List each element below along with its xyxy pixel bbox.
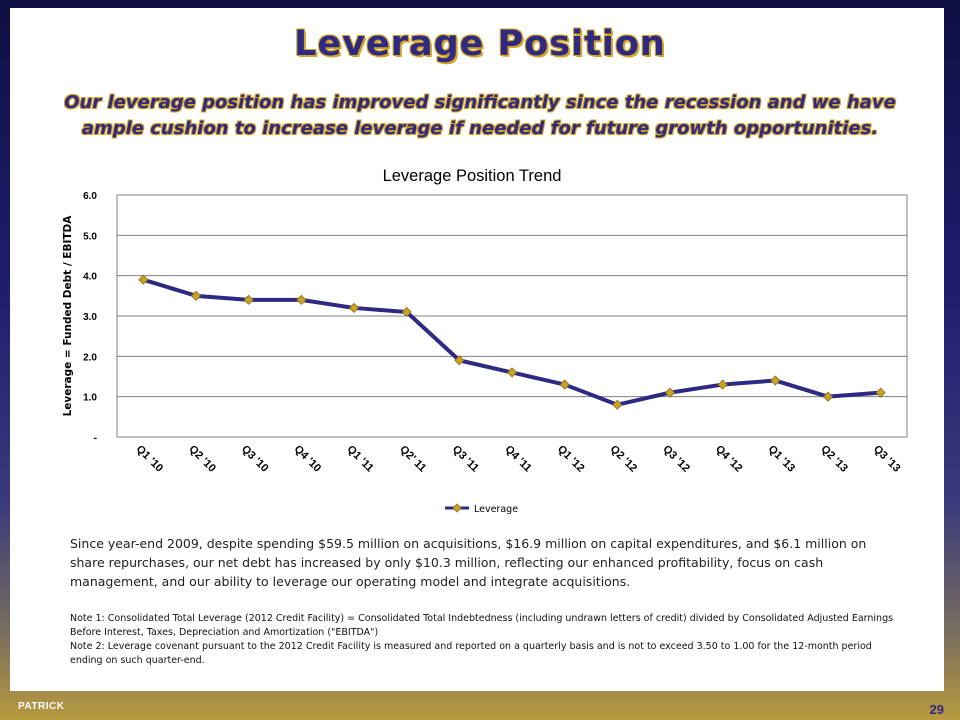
data-point-2 bbox=[243, 294, 254, 305]
data-point-10 bbox=[664, 387, 676, 398]
data-point-9 bbox=[612, 399, 623, 410]
data-point-13 bbox=[822, 391, 834, 402]
leverage-chart: Leverage Position Trend Leverage = Funde… bbox=[62, 167, 908, 515]
data-point-3 bbox=[296, 294, 307, 305]
y-tick-label-4: 4.0 bbox=[83, 272, 97, 283]
body-paragraph: Since year-end 2009, despite spending $5… bbox=[70, 536, 867, 589]
chart-title: Leverage Position Trend bbox=[383, 167, 562, 185]
slide-title: Leverage Position bbox=[294, 24, 666, 64]
x-tick-label-0: Q1 '10 bbox=[134, 443, 166, 475]
x-tick-label-9: Q2 '12 bbox=[608, 443, 640, 475]
x-tick-label-5: Q2' 11 bbox=[397, 443, 428, 474]
data-point-6 bbox=[454, 355, 465, 366]
y-tick-label-1: 1.0 bbox=[83, 393, 97, 404]
x-tick-label-10: Q3 '12 bbox=[660, 443, 692, 475]
x-tick-label-11: Q4 '12 bbox=[713, 443, 745, 475]
x-tick-label-3: Q4 '10 bbox=[292, 443, 324, 475]
data-point-12 bbox=[770, 375, 781, 386]
patrick-logo: PATRICK bbox=[18, 701, 65, 712]
data-point-8 bbox=[559, 379, 570, 390]
footnote-1: Note 1: Consolidated Total Leverage (201… bbox=[70, 613, 894, 638]
y-axis-label: Leverage = Funded Debt / EBITDA bbox=[62, 215, 74, 417]
plot-area-border bbox=[116, 194, 908, 438]
series-line-leverage bbox=[141, 277, 883, 407]
footnotes: Note 1: Consolidated Total Leverage (201… bbox=[70, 612, 900, 668]
data-point-0 bbox=[138, 274, 149, 285]
x-tick-label-7: Q4 '11 bbox=[503, 443, 534, 474]
data-point-14 bbox=[875, 387, 886, 398]
y-tick-label-0: - bbox=[94, 433, 97, 444]
slide-panel bbox=[10, 8, 944, 691]
x-tick-label-13: Q2 '13 bbox=[818, 443, 850, 475]
x-tick-label-12: Q1 '13 bbox=[766, 443, 798, 475]
y-tick-label-6: 6.0 bbox=[83, 191, 97, 202]
data-point-5 bbox=[401, 306, 412, 318]
data-point-1 bbox=[190, 290, 202, 301]
legend-marker bbox=[452, 503, 462, 513]
footnote-2: Note 2: Leverage covenant pursuant to th… bbox=[70, 641, 872, 666]
slide-subtitle: Our leverage position has improved signi… bbox=[64, 92, 896, 139]
y-tick-label-2: 2.0 bbox=[83, 352, 97, 363]
page-number: 29 bbox=[929, 702, 944, 717]
legend-label: Leverage bbox=[474, 504, 518, 515]
data-point-4 bbox=[348, 302, 360, 313]
y-tick-label-3: 3.0 bbox=[83, 312, 97, 323]
x-tick-label-4: Q1 '11 bbox=[345, 443, 376, 474]
data-point-11 bbox=[717, 379, 728, 390]
y-tick-label-5: 5.0 bbox=[83, 231, 97, 242]
x-tick-label-1: Q2 '10 bbox=[186, 443, 218, 475]
x-tick-label-2: Q3 '10 bbox=[239, 443, 271, 475]
x-tick-label-14: Q3 '13 bbox=[871, 443, 903, 475]
x-tick-label-6: Q3 '11 bbox=[450, 443, 481, 474]
x-tick-label-8: Q1 '12 bbox=[555, 443, 587, 475]
data-point-7 bbox=[506, 367, 518, 378]
